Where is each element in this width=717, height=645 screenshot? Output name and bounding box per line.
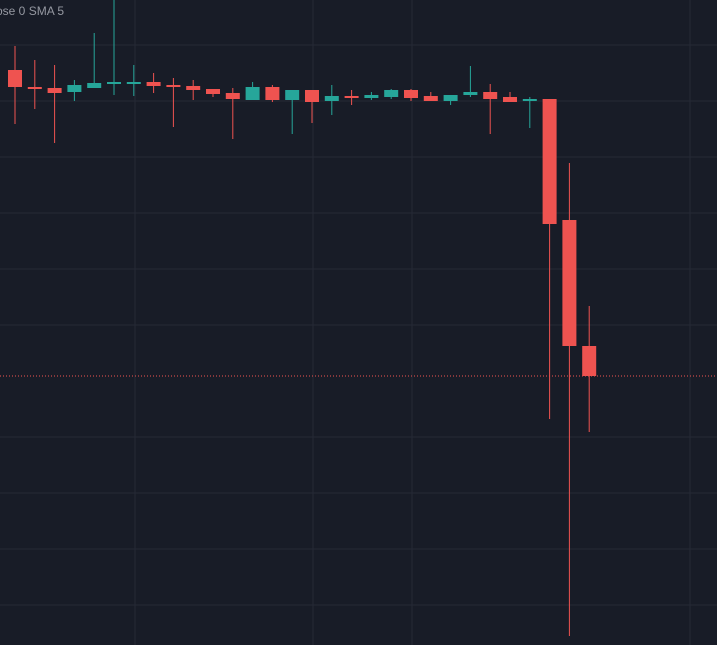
candle-body	[47, 88, 62, 93]
candle-body	[483, 92, 498, 99]
candle-body	[404, 90, 418, 98]
candle-body	[225, 93, 240, 99]
candle-body	[166, 85, 181, 87]
candle-body	[285, 90, 300, 100]
candle-body	[463, 92, 478, 95]
candle-body	[364, 95, 379, 98]
candle-body	[146, 82, 161, 86]
candle-body	[305, 90, 319, 102]
legend-text: ose 0 SMA 5	[0, 4, 64, 18]
candle-body	[522, 99, 537, 101]
candle-body	[8, 70, 22, 87]
candle-body	[423, 96, 438, 101]
candle-body	[344, 96, 359, 98]
candle-body	[67, 85, 82, 92]
candle-body	[206, 89, 220, 94]
candle-body	[503, 97, 517, 102]
candle-body	[87, 83, 102, 88]
candle-body	[324, 96, 339, 101]
candle-body	[443, 95, 458, 101]
candle-body	[126, 82, 141, 84]
candle-body	[384, 90, 399, 97]
candle-body	[582, 346, 597, 376]
candle-body	[245, 87, 260, 100]
candle-body	[186, 86, 201, 90]
candle-body	[27, 87, 42, 89]
candle-body	[107, 82, 121, 84]
candle-body	[562, 220, 577, 346]
candle-body	[265, 87, 280, 100]
candle-body	[542, 99, 557, 224]
